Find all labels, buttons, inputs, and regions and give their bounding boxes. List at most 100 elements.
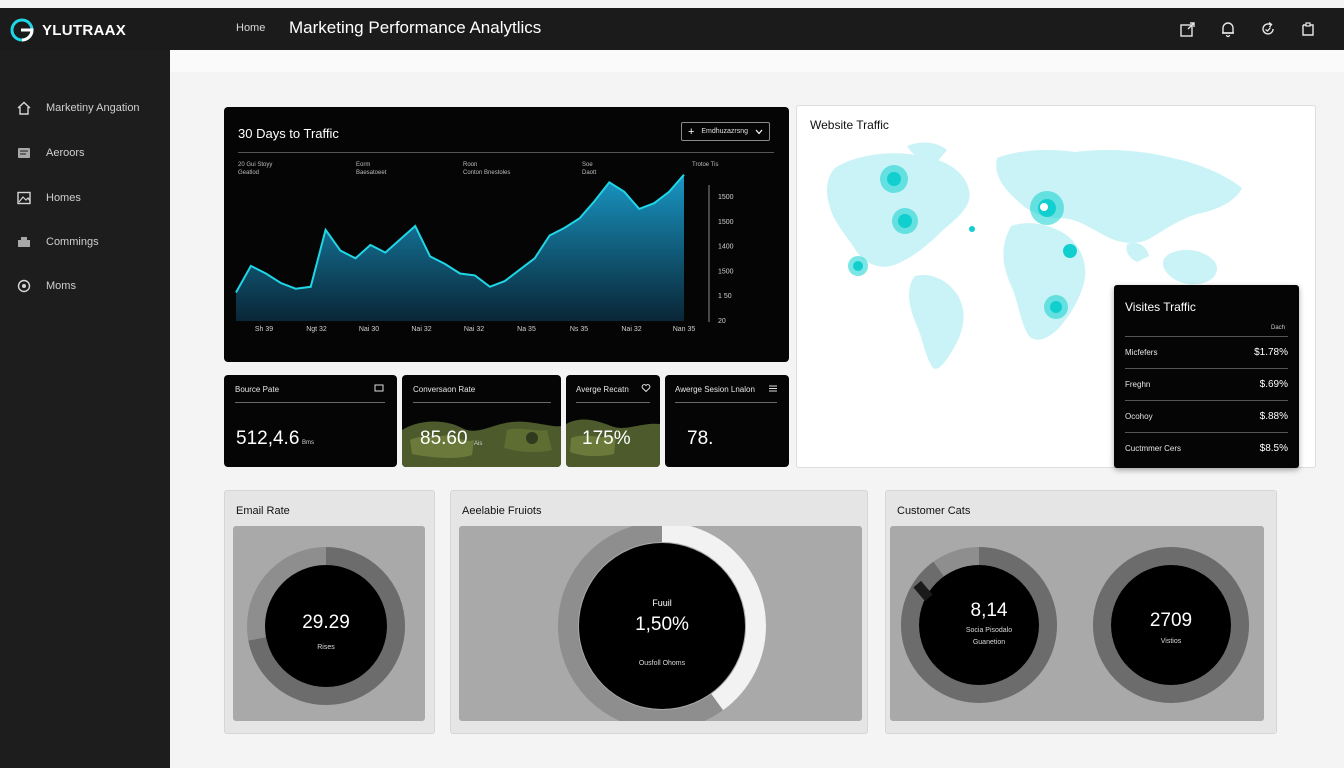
sidebar-item-label: Marketiny Angation: [46, 102, 140, 114]
traffic-hotspot[interactable]: [1050, 301, 1062, 313]
sidebar-item-homes[interactable]: Homes: [16, 188, 81, 208]
traffic-title: 30 Days to Traffic: [238, 126, 339, 141]
stat-header: Trotoe Tis: [692, 162, 719, 168]
traffic-chart: Sh 39 Ngt 32 Nai 30 Nai 32 Nai 32 Na 35 Ns 35 N…: [235, 174, 734, 333]
popup-title: Visites Traffic: [1125, 300, 1196, 314]
kpi-value: 85.60: [420, 428, 468, 449]
social-donut[interactable]: [900, 546, 1058, 704]
plus-icon: +: [688, 125, 695, 138]
kpi-label: Awerge Sesion Lnalon: [675, 385, 755, 394]
popup-row[interactable]: Ocohoy $.88%: [1125, 400, 1288, 431]
card-body: 8,14 Socia Pisodalo Guanetion 2709 Visti…: [890, 526, 1264, 721]
y-tick-label: 1500: [718, 268, 734, 275]
traffic-hotspot[interactable]: [853, 261, 863, 271]
reports-icon: [18, 148, 30, 158]
sidebar-item-label: Commings: [46, 236, 99, 248]
gauge-value: 1,50%: [635, 614, 689, 635]
map-texture: [402, 421, 561, 467]
image-icon: [17, 191, 31, 205]
card-title: Email Rate: [236, 505, 290, 517]
x-tick-label: Nai 32: [411, 326, 431, 333]
sidebar-item-label: Homes: [46, 192, 81, 204]
stat-header: Eorm Baesatoeet: [356, 162, 387, 176]
y-tick-label: 1 50: [718, 293, 732, 300]
traffic-area: [236, 174, 684, 321]
page-title: Marketing Performance Analytlics: [289, 18, 542, 37]
sidebar-item-commings[interactable]: Commings: [16, 232, 99, 252]
traffic-hotspot[interactable]: [887, 172, 901, 186]
breadcrumb-home[interactable]: Home: [236, 22, 266, 34]
brand-logo-icon: [10, 18, 34, 42]
traffic-hotspot[interactable]: [1063, 244, 1077, 258]
brand-name: YLUTRAAX: [42, 21, 127, 39]
kpi-average-session[interactable]: Awerge Sesion Lnalon 78.: [665, 375, 789, 467]
menu-icon[interactable]: [768, 383, 778, 393]
export-icon[interactable]: [1178, 19, 1198, 39]
refresh-icon[interactable]: [1258, 19, 1278, 39]
world-map[interactable]: [797, 106, 1317, 469]
heart-icon[interactable]: [641, 383, 651, 393]
traffic-hotspot[interactable]: [898, 214, 912, 228]
home-icon: [17, 101, 31, 115]
sidebar-item-reports[interactable]: Aeroors: [16, 143, 85, 163]
traffic-line[interactable]: [235, 174, 685, 293]
kpi-label: Averge Recatn: [576, 385, 629, 394]
map-texture: [566, 419, 660, 467]
x-tick-label: Na 35: [517, 326, 536, 333]
divider: [235, 402, 385, 403]
sidebar-item-marketing[interactable]: Marketiny Angation: [16, 98, 140, 118]
stat-header: Roon Conton Bnestoles: [463, 162, 511, 176]
sidebar-item-label: Moms: [46, 280, 76, 292]
kpi-bounce-rate[interactable]: Bource Pate 512,4.6 Bms: [224, 375, 397, 467]
gauge-label: Ousfoll Ohoms: [638, 660, 686, 667]
y-tick-label: 1500: [718, 219, 734, 226]
divider: [675, 402, 777, 403]
website-traffic-title: Website Traffic: [810, 118, 889, 132]
popup-row[interactable]: Micfefers $1.78%: [1125, 336, 1288, 367]
kpi-label: Bource Pate: [235, 385, 280, 394]
kpi-label: Conversaon Rate: [413, 385, 476, 394]
donut-label: Socia Pisodalo: [965, 627, 1013, 634]
stat-header: Soe Daott: [582, 162, 597, 176]
divider: [413, 402, 551, 403]
donut-value: 8,14: [970, 600, 1008, 621]
stat-header: 20 Gui Stoyy Geatlod: [238, 162, 273, 176]
popup-row[interactable]: Cuctmmer Cers $8.5%: [1125, 432, 1288, 463]
x-tick-label: Sh 39: [255, 326, 273, 333]
kpi-value: 512,4.6: [236, 428, 300, 449]
kpi-unit: Ais: [474, 441, 483, 447]
sidebar-item-moms[interactable]: Moms: [16, 276, 76, 296]
card-title: Customer Cats: [897, 505, 971, 517]
available-prices-gauge[interactable]: [557, 526, 767, 721]
email-rate-card: Email Rate 29.29 Rises: [224, 490, 435, 734]
visits-donut[interactable]: [1092, 546, 1250, 704]
kpi-value: 78.: [687, 428, 714, 449]
traffic-hotspot-center: [1040, 203, 1048, 211]
traffic-panel: Sh 39 Ngt 32 Nai 30 Nai 32 Nai 32 Na 35 Ns 35 N…: [224, 107, 789, 362]
share-icon[interactable]: [1298, 19, 1318, 39]
x-tick-label: Nai 30: [359, 326, 379, 333]
y-tick-label: 20: [718, 318, 726, 325]
x-tick-label: Nai 32: [464, 326, 484, 333]
kpi-average-retention[interactable]: Averge Recatn 175%: [566, 375, 660, 467]
donut-value: 2709: [1149, 610, 1193, 631]
popup-column-header: Dach: [1270, 325, 1285, 331]
email-rate-donut[interactable]: [246, 546, 406, 706]
window-icon[interactable]: [374, 383, 384, 393]
target-icon: [17, 279, 31, 293]
brand[interactable]: YLUTRAAX: [10, 18, 126, 42]
sidebar-item-label: Aeroors: [46, 147, 85, 159]
toolbar-strip: [170, 50, 1344, 72]
traffic-hotspot[interactable]: [969, 226, 975, 232]
kpi-conversion-rate[interactable]: Conversaon Rate 85.60 Ais: [402, 375, 561, 467]
card-body: Fuuil 1,50% Ousfoll Ohoms: [459, 526, 862, 721]
bell-icon[interactable]: [1218, 19, 1238, 39]
popup-row[interactable]: Freghn $.69%: [1125, 368, 1288, 399]
y-tick-label: 1500: [718, 194, 734, 201]
traffic-range-dropdown[interactable]: + Emdhuzazrsng: [681, 122, 770, 141]
top-bar: YLUTRAAX Home Marketing Performance Anal…: [0, 8, 1344, 50]
divider: [238, 152, 774, 153]
x-tick-label: Nan 35: [673, 326, 696, 333]
x-tick-label: Ns 35: [570, 326, 588, 333]
